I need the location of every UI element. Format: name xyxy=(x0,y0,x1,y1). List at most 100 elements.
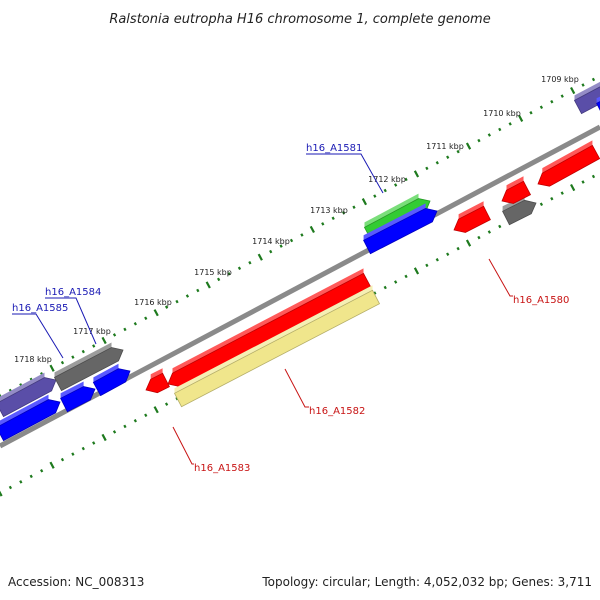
minor-tick xyxy=(383,188,387,193)
minor-tick xyxy=(341,211,346,215)
feature-body xyxy=(174,290,380,407)
minor-tick xyxy=(591,174,596,179)
minor-tick xyxy=(373,291,377,295)
minor-tick xyxy=(550,99,554,104)
minor-tick xyxy=(560,191,564,195)
gene-labels: h16_A1581 h16_A1584 h16_A1585 h16_A1580 h16_… xyxy=(12,143,569,474)
minor-tick xyxy=(40,469,44,473)
feature-top-face xyxy=(458,201,484,220)
feature-body xyxy=(146,373,170,393)
minor-tick xyxy=(185,294,190,298)
minor-tick xyxy=(133,322,137,326)
tick-label: 1711 kbp xyxy=(426,142,464,151)
feature-outline xyxy=(363,207,438,255)
tick-label: 1717 kbp xyxy=(73,327,111,336)
minor-tick xyxy=(498,127,502,132)
minor-tick xyxy=(269,249,273,254)
forward-cds xyxy=(596,96,600,111)
reverse-cds-h16-A1580 xyxy=(453,201,491,233)
forward-cds xyxy=(60,381,96,413)
minor-tick xyxy=(123,327,127,332)
major-tick xyxy=(570,86,576,95)
tick-label: 1712 kbp xyxy=(368,175,406,184)
minor-tick xyxy=(529,111,533,115)
minor-tick xyxy=(300,233,304,237)
feature-outline xyxy=(60,386,96,413)
feature-top-face xyxy=(150,368,163,380)
gene-label: h16_A1582 xyxy=(309,406,365,417)
gene-label: h16_A1584 xyxy=(45,287,101,298)
minor-tick xyxy=(456,246,460,251)
minor-tick xyxy=(123,424,127,429)
minor-tick xyxy=(487,133,491,137)
purple-feature xyxy=(573,81,600,115)
feature-outline xyxy=(453,205,491,233)
minor-tick xyxy=(331,216,335,221)
minor-tick xyxy=(435,258,439,262)
forward-cds xyxy=(0,394,61,442)
major-tick xyxy=(517,114,524,122)
minor-tick xyxy=(175,299,179,304)
minor-tick xyxy=(164,305,169,309)
feature-body xyxy=(502,200,536,225)
genome-summary-text: Topology: circular; Length: 4,052,032 bp… xyxy=(261,575,592,589)
feature-outline xyxy=(92,368,131,397)
label-leader xyxy=(488,258,513,297)
feature-outline xyxy=(53,347,124,392)
minor-tick xyxy=(446,252,450,256)
major-tick xyxy=(205,281,211,289)
feature-top-face xyxy=(0,372,45,402)
minor-tick xyxy=(498,224,502,229)
major-tick xyxy=(101,433,107,442)
minor-tick xyxy=(591,77,596,82)
feature-top-face xyxy=(506,176,524,191)
minor-tick xyxy=(92,441,96,445)
tick-label: 1714 kbp xyxy=(252,237,290,246)
minor-tick xyxy=(248,260,252,265)
minor-tick xyxy=(71,355,75,359)
feature-top-face xyxy=(364,193,419,228)
minor-tick xyxy=(394,280,398,284)
feature-top-face xyxy=(0,394,49,426)
feature-body xyxy=(93,368,130,396)
major-tick xyxy=(153,309,159,317)
minor-tick xyxy=(112,333,117,337)
minor-tick xyxy=(560,94,564,98)
feature-outline xyxy=(167,272,372,387)
major-tick xyxy=(101,336,107,345)
feature-outline xyxy=(145,372,170,394)
minor-tick xyxy=(550,196,554,201)
minor-tick xyxy=(144,413,148,418)
tick-label: 1713 kbp xyxy=(310,206,348,215)
tick-label: 1709 kbp xyxy=(541,75,579,84)
minor-tick xyxy=(144,316,148,321)
feature-outline xyxy=(502,199,537,226)
tick-labels: 1709 kbp 1710 kbp 1711 kbp 1712 kbp 1713 kbp… xyxy=(14,75,579,364)
minor-tick xyxy=(456,149,460,154)
gene-label: h16_A1585 xyxy=(12,303,68,314)
forward-cds xyxy=(92,363,131,397)
feature-body xyxy=(454,206,491,233)
minor-tick xyxy=(394,183,398,187)
label-leader xyxy=(12,313,64,359)
outer-tick-track xyxy=(0,77,596,400)
feature-body xyxy=(168,273,371,387)
gene-label: h16_A1580 xyxy=(513,295,569,306)
reverse-cds xyxy=(537,140,600,187)
tick-label: 1718 kbp xyxy=(14,355,52,364)
feature-body xyxy=(54,347,123,391)
minor-tick xyxy=(133,419,137,423)
minor-tick xyxy=(477,138,481,143)
tick-label: 1710 kbp xyxy=(483,109,521,118)
minor-tick xyxy=(581,180,585,184)
major-tick xyxy=(413,170,420,178)
feature-outline xyxy=(173,289,381,408)
major-tick xyxy=(413,267,420,275)
tick-label: 1715 kbp xyxy=(194,268,232,277)
minor-tick xyxy=(435,161,439,165)
accession-text: Accession: NC_008313 xyxy=(8,575,144,589)
minor-tick xyxy=(237,266,242,271)
feature-top-face xyxy=(60,381,84,399)
feature-top-face xyxy=(172,268,364,374)
minor-tick xyxy=(81,349,85,354)
